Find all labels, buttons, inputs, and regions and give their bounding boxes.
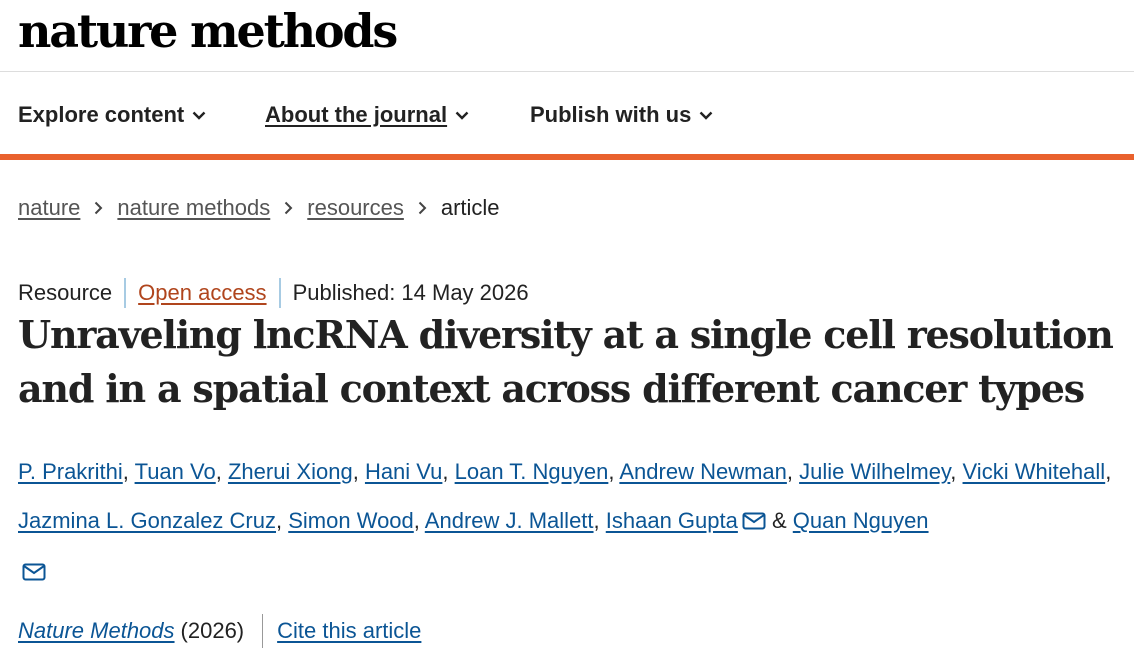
published-date: Published: 14 May 2026 [292, 280, 529, 305]
nav-about-the-journal[interactable]: About the journal [265, 102, 469, 128]
nav-publish-with-us-label: Publish with us [530, 102, 692, 127]
chevron-right-icon [284, 201, 293, 215]
main-navigation: Explore content About the journal Publis… [0, 72, 1134, 160]
author-link[interactable]: Quan Nguyen [792, 508, 929, 533]
breadcrumb-nature-methods[interactable]: nature methods [117, 195, 271, 220]
publication-year: (2026) [180, 618, 245, 643]
citation-divider [262, 614, 264, 648]
chevron-right-icon [418, 201, 427, 215]
breadcrumb-nature[interactable]: nature [18, 195, 81, 220]
journal-citation: Nature Methods (2026) Cite this article [18, 614, 421, 648]
breadcrumb-current: article [440, 195, 500, 220]
author-link[interactable]: Loan T. Nguyen [454, 459, 609, 484]
mail-icon[interactable] [22, 549, 46, 598]
chevron-down-icon [192, 111, 206, 120]
breadcrumb: nature nature methods resources article [18, 195, 500, 221]
article-title: Unraveling lncRNA diversity at a single … [18, 312, 1114, 411]
nav-explore-content-label: Explore content [18, 102, 185, 127]
meta-divider [278, 278, 281, 308]
author-link[interactable]: Simon Wood [288, 508, 414, 533]
article-type: Resource [18, 280, 113, 305]
meta-divider [124, 278, 127, 308]
nav-explore-content[interactable]: Explore content [18, 102, 206, 128]
mail-icon[interactable] [742, 498, 766, 547]
nav-about-the-journal-label: About the journal [265, 102, 448, 127]
author-link[interactable]: Andrew Newman [619, 459, 787, 484]
journal-name-link[interactable]: Nature Methods [18, 618, 175, 643]
author-link[interactable]: Tuan Vo [134, 459, 216, 484]
nav-publish-with-us[interactable]: Publish with us [530, 102, 713, 128]
chevron-right-icon [94, 201, 103, 215]
site-header: nature methods [0, 0, 1134, 72]
author-link[interactable]: Zherui Xiong [227, 459, 353, 484]
author-link[interactable]: Ishaan Gupta [605, 508, 738, 533]
cite-this-article-link[interactable]: Cite this article [277, 618, 422, 643]
author-link[interactable]: Julie Wilhelmey [799, 459, 951, 484]
chevron-down-icon [455, 111, 469, 120]
author-link[interactable]: P. Prakrithi [18, 459, 123, 484]
breadcrumb-resources[interactable]: resources [307, 195, 404, 220]
open-access-link[interactable]: Open access [138, 280, 267, 305]
author-list: P. Prakrithi, Tuan Vo, Zherui Xiong, Han… [18, 447, 1118, 598]
author-link[interactable]: Andrew J. Mallett [424, 508, 594, 533]
author-link[interactable]: Vicki Whitehall [962, 459, 1106, 484]
author-link[interactable]: Hani Vu [364, 459, 443, 484]
author-link[interactable]: Jazmina L. Gonzalez Cruz [18, 508, 276, 533]
article-meta: Resource Open access Published: 14 May 2… [18, 278, 529, 308]
chevron-down-icon [699, 111, 713, 120]
nature-methods-logo[interactable]: nature methods [18, 4, 398, 58]
